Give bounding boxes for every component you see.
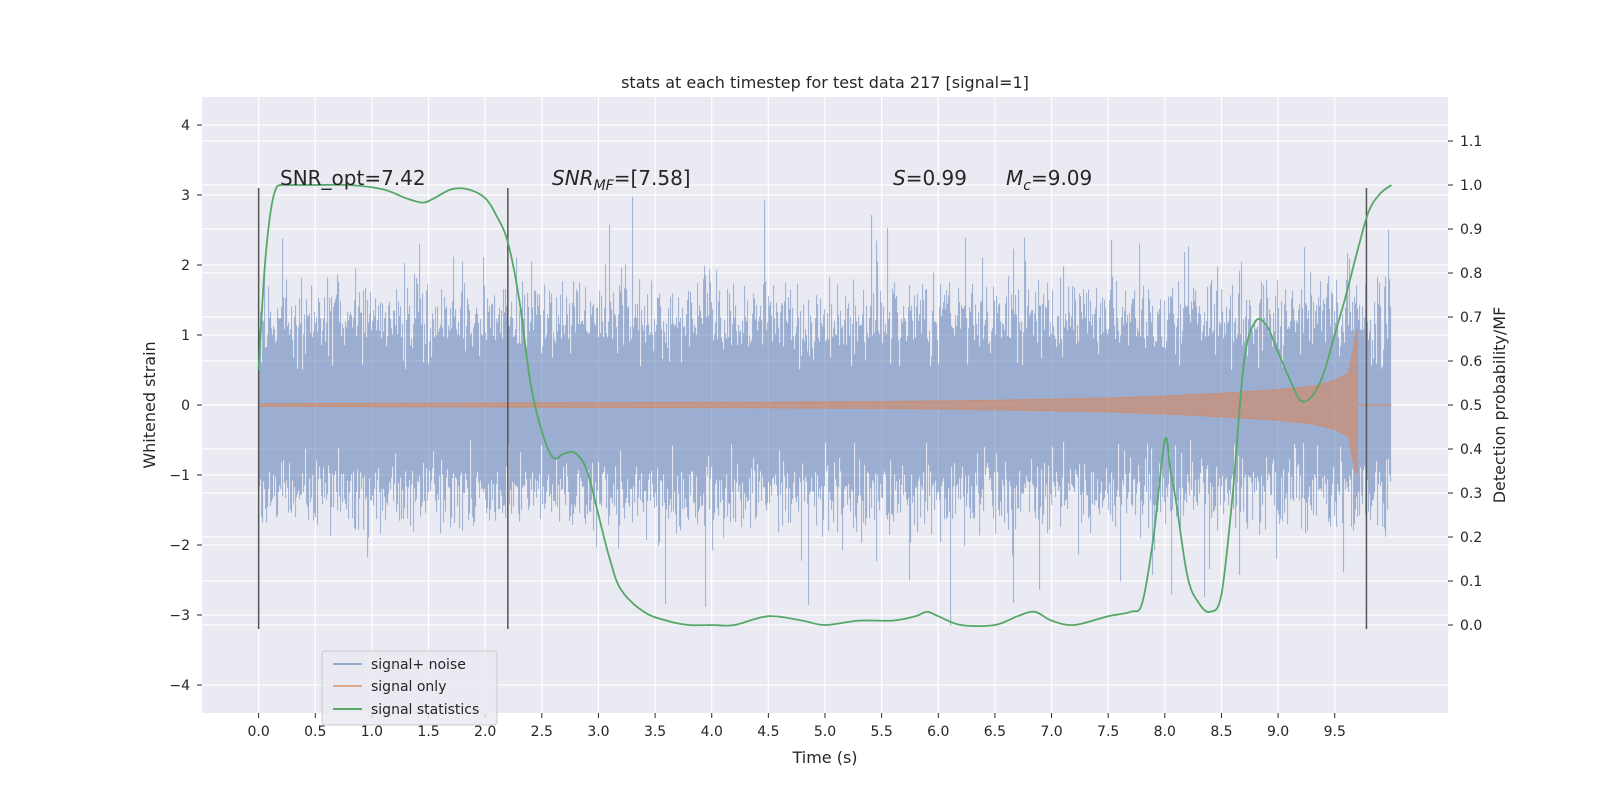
x-tick-label: 1.5 [417,724,439,740]
x-tick-label: 8.5 [1210,724,1232,740]
x-tick-label: 7.0 [1040,724,1062,740]
y-right-tick-label: 0.5 [1460,398,1482,414]
y-right-tick-label: 0.3 [1460,486,1482,502]
x-tick-label: 2.0 [474,724,496,740]
signal-only-series [258,327,1392,476]
x-axis-ticks: 0.0 0.5 1.0 1.5 2.0 2.5 3.0 3.5 4.0 4.5 5.0 5.5 6.0 6… [248,713,1346,740]
legend-label-stats: signal statistics [371,702,479,718]
y-left-tick-label: 2 [181,258,190,274]
s-value: =0.99 [906,166,967,190]
marker-lines [257,188,1368,629]
x-tick-label: 5.5 [871,724,893,740]
s-symbol: S [893,166,906,190]
signal-statistics-series [257,183,1392,628]
x-tick-label: 9.0 [1267,724,1289,740]
y-right-tick-label: 1.1 [1460,134,1482,150]
y-right-tick-label: 0.9 [1460,222,1482,238]
y-right-tick-label: 0.2 [1460,530,1482,546]
y-right-tick-label: 0.6 [1460,354,1482,370]
legend: signal+ noise signal only signal statist… [321,650,498,726]
snr-mf-annotation: SNRMF=[7.58] [552,166,691,194]
x-tick-label: 3.5 [644,724,666,740]
x-tick-label: 9.5 [1324,724,1346,740]
y-right-tick-label: 1.0 [1460,178,1482,194]
x-tick-label: 4.0 [701,724,723,740]
legend-label-signal: signal only [371,679,446,695]
y-left-tick-label: 0 [181,398,190,414]
chart-title: stats at each timestep for test data 217… [621,73,1029,92]
y-right-tick-label: 0.4 [1460,442,1482,458]
y-left-tick-label: 3 [181,188,190,204]
left-y-axis-label: Whitened strain [140,341,159,468]
x-tick-label: 1.0 [361,724,383,740]
x-axis-label: Time (s) [791,748,857,767]
s-annotation: S=0.99 [893,166,967,190]
y-right-tick-label: 0.0 [1460,618,1482,634]
x-tick-label: 3.0 [587,724,609,740]
x-tick-label: 7.5 [1097,724,1119,740]
y-left-tick-label: −3 [169,608,190,624]
x-tick-label: 8.0 [1154,724,1176,740]
x-tick-label: 0.0 [248,724,270,740]
mc-sub: c [1023,178,1031,194]
x-tick-label: 4.5 [757,724,779,740]
mc-value: =9.09 [1031,166,1092,190]
right-y-axis-label: Detection probability/MF [1490,307,1509,504]
x-tick-label: 6.5 [984,724,1006,740]
y-left-tick-label: −2 [169,538,190,554]
legend-label-noise: signal+ noise [371,657,466,673]
legend-box [321,650,498,726]
y-left-tick-label: −4 [169,678,190,694]
right-y-axis-ticks: 0.0 0.1 0.2 0.3 0.4 0.5 0.6 0.7 0.8 0.9 1.0 1.1 [1448,134,1482,634]
snr-mf-value: =[7.58] [614,166,691,190]
y-left-tick-label: −1 [169,468,190,484]
left-y-axis-ticks: −4 −3 −2 −1 0 1 2 3 4 [169,118,202,694]
snr-opt-annotation: SNR_opt=7.42 [280,166,426,190]
mc-annotation: Mc=9.09 [1006,166,1092,194]
y-left-tick-label: 4 [181,118,190,134]
y-right-tick-label: 0.1 [1460,574,1482,590]
y-left-tick-label: 1 [181,328,190,344]
mc-base: M [1006,166,1023,190]
x-tick-label: 6.0 [927,724,949,740]
snr-mf-base: SNR [552,166,594,190]
x-tick-label: 5.0 [814,724,836,740]
signal-envelope [258,327,1358,476]
y-right-tick-label: 0.8 [1460,266,1482,282]
y-right-tick-label: 0.7 [1460,310,1482,326]
x-tick-label: 2.5 [531,724,553,740]
snr-mf-sub: MF [594,178,615,194]
signal-statistics-line [257,183,1392,628]
x-tick-label: 0.5 [304,724,326,740]
